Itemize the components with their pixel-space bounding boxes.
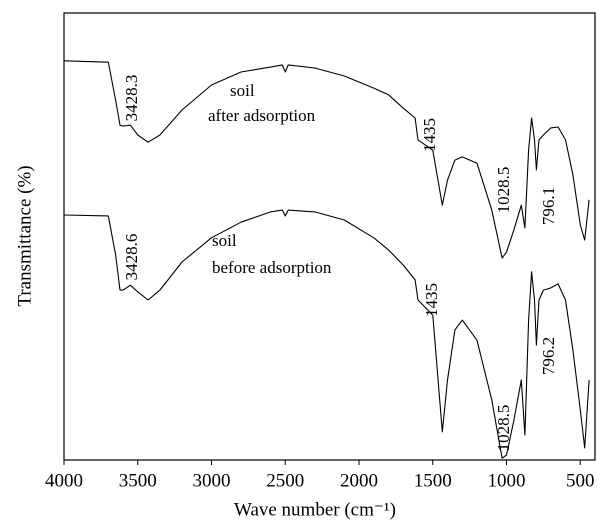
- spectrum-line: [63, 60, 590, 259]
- x-tick-label: 500: [566, 470, 595, 491]
- annotation: 1028.5: [494, 405, 513, 452]
- spectrum-line: [63, 209, 590, 459]
- annotation: after adsorption: [208, 106, 316, 125]
- annotation: 796.1: [539, 187, 558, 225]
- plot-frame: [63, 12, 596, 461]
- annotation: soil: [230, 81, 255, 100]
- x-tick-label: 2500: [266, 470, 304, 491]
- annotation: 3428.6: [122, 234, 141, 281]
- x-tick-label: 3500: [119, 470, 157, 491]
- x-tick-label: 4000: [45, 470, 83, 491]
- x-tick-label: 3000: [193, 470, 231, 491]
- annotation: soil: [212, 231, 237, 250]
- annotation: before adsorption: [212, 258, 332, 277]
- y-axis-label: Transmittance (%): [14, 165, 35, 306]
- x-tick-label: 1000: [488, 470, 526, 491]
- annotation: 1435: [422, 283, 441, 317]
- annotation: 1435: [420, 118, 439, 152]
- x-tick-label: 2000: [340, 470, 378, 491]
- x-tick-label: 1500: [414, 470, 452, 491]
- annotation: 3428.3: [122, 75, 141, 122]
- annotation: 796.2: [539, 337, 558, 375]
- x-axis-label: Wave number (cm⁻¹): [234, 499, 396, 520]
- annotation: 1028.5: [494, 167, 513, 214]
